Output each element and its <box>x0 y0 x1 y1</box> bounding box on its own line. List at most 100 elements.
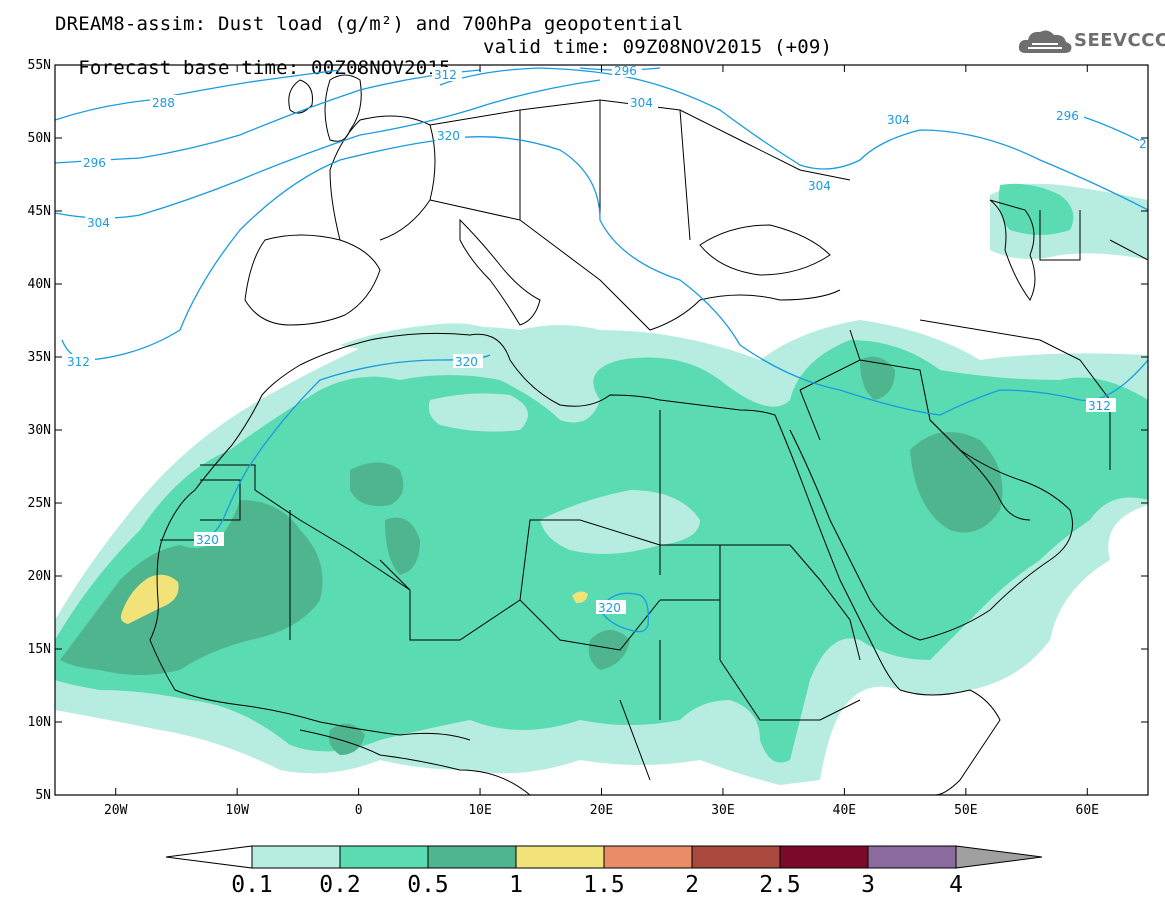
dust-load-layer <box>55 183 1148 785</box>
colorbar-label: 1 <box>509 872 523 898</box>
dust-region-dark <box>910 432 1003 533</box>
coastline-persian-gulf <box>929 419 1031 521</box>
valid-time-label: valid time: 09Z08NOV2015 (+09) <box>483 36 833 58</box>
lon-tick-label: 60E <box>1076 803 1099 818</box>
colorbar: 0.1 0.2 0.5 1 1.5 2 2.5 3 4 <box>165 845 1043 898</box>
coastline-horn-africa <box>899 689 1001 795</box>
dust-region-medium <box>998 183 1074 235</box>
contour-label: 312 <box>67 355 90 369</box>
dust-region-dark <box>860 356 895 400</box>
colorbar-swatch <box>515 845 605 869</box>
colorbar-label: 3 <box>861 872 875 898</box>
contour-label: 304 <box>630 96 653 110</box>
contour-296-west <box>55 69 481 164</box>
contour-label: 304 <box>808 179 831 193</box>
coastline-arabia <box>789 419 1073 641</box>
dust-region-light <box>340 323 490 352</box>
dust-region-dark <box>385 517 420 575</box>
contour-label: 320 <box>196 533 219 547</box>
lat-tick-label: 10N <box>28 715 51 730</box>
coastlines-layer <box>149 74 1148 795</box>
lat-tick-label: 55N <box>28 58 51 73</box>
contour-label: 288 <box>152 96 175 110</box>
border-mideast <box>799 329 931 441</box>
longitude-ticks: 20W 10W 0 10E 20E 30E 40E 50E 60E <box>104 65 1099 818</box>
lon-tick-label: 40E <box>833 803 856 818</box>
lat-tick-label: 45N <box>28 204 51 219</box>
colorbar-label: 2 <box>685 872 699 898</box>
dust-region-yellow <box>572 591 588 604</box>
colorbar-swatch <box>603 845 693 869</box>
contour-label: 304 <box>887 113 910 127</box>
border-europe <box>429 99 851 241</box>
contour-label: 296 <box>1056 109 1079 123</box>
border-egypt-sudan <box>660 544 790 660</box>
lat-tick-label: 40N <box>28 277 51 292</box>
colorbar-label: 0.1 <box>231 872 273 898</box>
contour-label: 320 <box>437 129 460 143</box>
contour-296-north <box>579 67 1148 146</box>
lon-tick-label: 0 <box>355 803 363 818</box>
lat-tick-label: 5N <box>35 788 51 803</box>
coastline-italy <box>459 218 541 326</box>
base-time-label: Forecast base time: 00Z08NOV2015 <box>78 57 451 79</box>
border-sahara <box>200 410 661 651</box>
colorbar-label: 0.5 <box>407 872 449 898</box>
contour-288 <box>55 69 341 121</box>
dust-region-dark <box>588 630 630 670</box>
coastline-caspian <box>989 199 1036 301</box>
contour-label: 296 <box>83 156 106 170</box>
dust-hole-light <box>428 393 528 432</box>
contour-312 <box>61 136 1148 416</box>
dust-region-dark <box>350 462 404 506</box>
lat-tick-label: 20N <box>28 569 51 584</box>
lat-tick-label: 15N <box>28 642 51 657</box>
chart-title: DREAM8-assim: Dust load (g/m²) and 700hP… <box>55 13 684 35</box>
colorbar-label: 2.5 <box>759 872 801 898</box>
contour-label: 296 <box>614 64 637 78</box>
contour-label: 2 <box>1139 137 1147 151</box>
dust-region-dark <box>60 500 323 675</box>
border-central-asia <box>1039 210 1148 261</box>
coastline-north-africa <box>299 332 776 416</box>
coastline-ireland <box>288 79 313 114</box>
colorbar-label: 1.5 <box>583 872 625 898</box>
lat-tick-label: 25N <box>28 496 51 511</box>
latitude-ticks: 55N 50N 45N 40N 35N 30N 25N 20N 15N 10N 5N <box>28 58 1148 803</box>
coastline-west-africa <box>149 364 471 741</box>
contour-320 <box>194 354 491 541</box>
contour-304-north <box>439 67 1148 211</box>
contour-320-blob <box>599 592 649 633</box>
coastline-iberia <box>244 234 381 326</box>
lat-tick-label: 35N <box>28 350 51 365</box>
colorbar-swatch <box>779 845 869 869</box>
contour-304-west <box>55 79 601 219</box>
coastline-red-sea <box>774 414 901 691</box>
border-horn <box>619 544 861 781</box>
coastline-black-sea <box>699 224 831 276</box>
lon-tick-label: 50E <box>954 803 977 818</box>
contour-label: 304 <box>87 216 110 230</box>
lon-tick-label: 30E <box>711 803 734 818</box>
colorbar-label: 0.2 <box>319 872 361 898</box>
coastline-france <box>329 115 436 241</box>
lat-tick-label: 30N <box>28 423 51 438</box>
cloud-icon <box>1018 30 1072 53</box>
contour-label: 312 <box>434 68 457 82</box>
coastline-uk <box>324 74 362 142</box>
colorbar-swatch <box>339 845 429 869</box>
colorbar-swatch <box>427 845 517 869</box>
lon-tick-label: 10E <box>468 803 491 818</box>
coastline-balkans <box>519 219 841 331</box>
contour-label: 312 <box>1088 399 1111 413</box>
coastline-gulf-guinea <box>299 729 531 795</box>
lat-tick-label: 50N <box>28 131 51 146</box>
dust-region-dark <box>328 723 365 755</box>
colorbar-swatch <box>691 845 781 869</box>
colorbar-swatch <box>867 845 957 869</box>
lon-tick-label: 20W <box>104 803 128 818</box>
colorbar-upper-triangle <box>955 845 1043 869</box>
lon-tick-label: 10W <box>225 803 249 818</box>
chart-subtitle: Forecast base time: 00Z08NOV2015 valid t… <box>55 37 832 100</box>
